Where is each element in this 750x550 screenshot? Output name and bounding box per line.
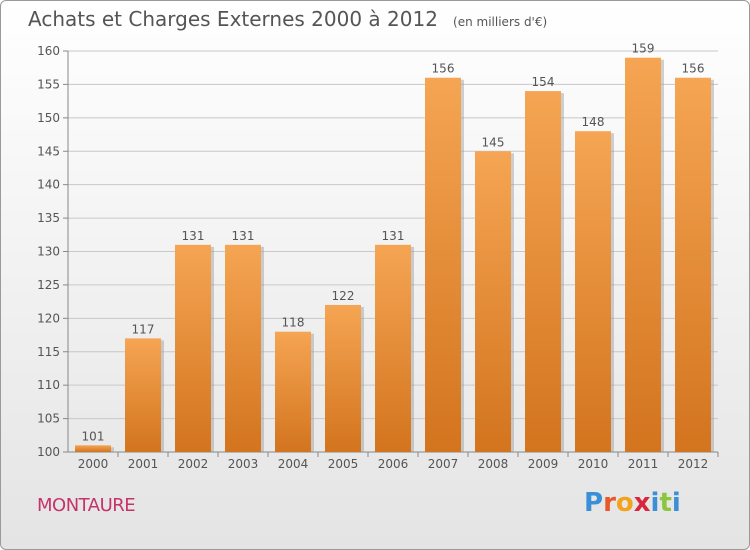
logo-letter: P <box>584 488 604 518</box>
chart-title: Achats et Charges Externes 2000 à 2012 <box>28 7 438 31</box>
proxiti-logo: Proxiti <box>584 488 681 518</box>
x-tick-label: 2005 <box>328 457 359 471</box>
data-label: 156 <box>432 62 455 76</box>
logo-letter: t <box>659 488 672 518</box>
bar <box>425 77 461 452</box>
y-tick-label: 160 <box>37 44 60 58</box>
logo-letter: x <box>633 488 651 518</box>
y-tick-label: 115 <box>37 345 60 359</box>
bar <box>575 131 611 452</box>
x-tick-label: 2002 <box>178 457 209 471</box>
bar <box>275 331 311 452</box>
y-tick-label: 135 <box>37 211 60 225</box>
y-tick-label: 130 <box>37 245 60 259</box>
bar <box>525 91 561 452</box>
data-label: 156 <box>682 62 705 76</box>
y-tick-label: 140 <box>37 178 60 192</box>
data-label: 148 <box>582 115 605 129</box>
x-tick-label: 2006 <box>378 457 409 471</box>
y-tick-label: 110 <box>37 378 60 392</box>
bar <box>125 338 161 452</box>
x-tick-label: 2007 <box>428 457 459 471</box>
bar <box>325 304 361 452</box>
y-tick-label: 145 <box>37 144 60 158</box>
bar <box>375 244 411 452</box>
bar <box>225 244 261 452</box>
y-tick-label: 155 <box>37 77 60 91</box>
chart-title-block: Achats et Charges Externes 2000 à 2012 (… <box>28 7 547 31</box>
x-tick-label: 2001 <box>128 457 159 471</box>
data-label: 154 <box>532 75 555 89</box>
data-label: 131 <box>382 229 405 243</box>
x-tick-label: 2000 <box>78 457 109 471</box>
bar <box>475 151 511 452</box>
data-label: 122 <box>332 289 355 303</box>
x-tick-label: 2003 <box>228 457 259 471</box>
data-label: 117 <box>132 322 155 336</box>
x-tick-label: 2008 <box>478 457 509 471</box>
bar <box>175 244 211 452</box>
bar <box>625 57 661 452</box>
y-tick-label: 100 <box>37 445 60 459</box>
bar <box>675 77 711 452</box>
x-tick-label: 2009 <box>528 457 559 471</box>
logo-letter: i <box>650 488 660 518</box>
data-label: 159 <box>632 42 655 56</box>
logo-letter: i <box>671 488 681 518</box>
data-label: 101 <box>82 429 105 443</box>
data-label: 131 <box>182 229 205 243</box>
bar <box>75 445 111 452</box>
y-tick-label: 125 <box>37 278 60 292</box>
x-tick-label: 2011 <box>628 457 659 471</box>
x-tick-label: 2010 <box>578 457 609 471</box>
data-label: 131 <box>232 229 255 243</box>
x-tick-label: 2004 <box>278 457 309 471</box>
y-tick-label: 105 <box>37 412 60 426</box>
logo-letter: o <box>615 488 634 518</box>
logo-letter: r <box>603 488 616 518</box>
chart-unit-note: (en milliers d'€) <box>453 15 548 29</box>
x-tick-label: 2012 <box>678 457 709 471</box>
y-tick-label: 150 <box>37 111 60 125</box>
data-label: 118 <box>282 316 305 330</box>
y-tick-label: 120 <box>37 311 60 325</box>
data-label: 145 <box>482 135 505 149</box>
commune-name: MONTAURE <box>37 495 136 516</box>
